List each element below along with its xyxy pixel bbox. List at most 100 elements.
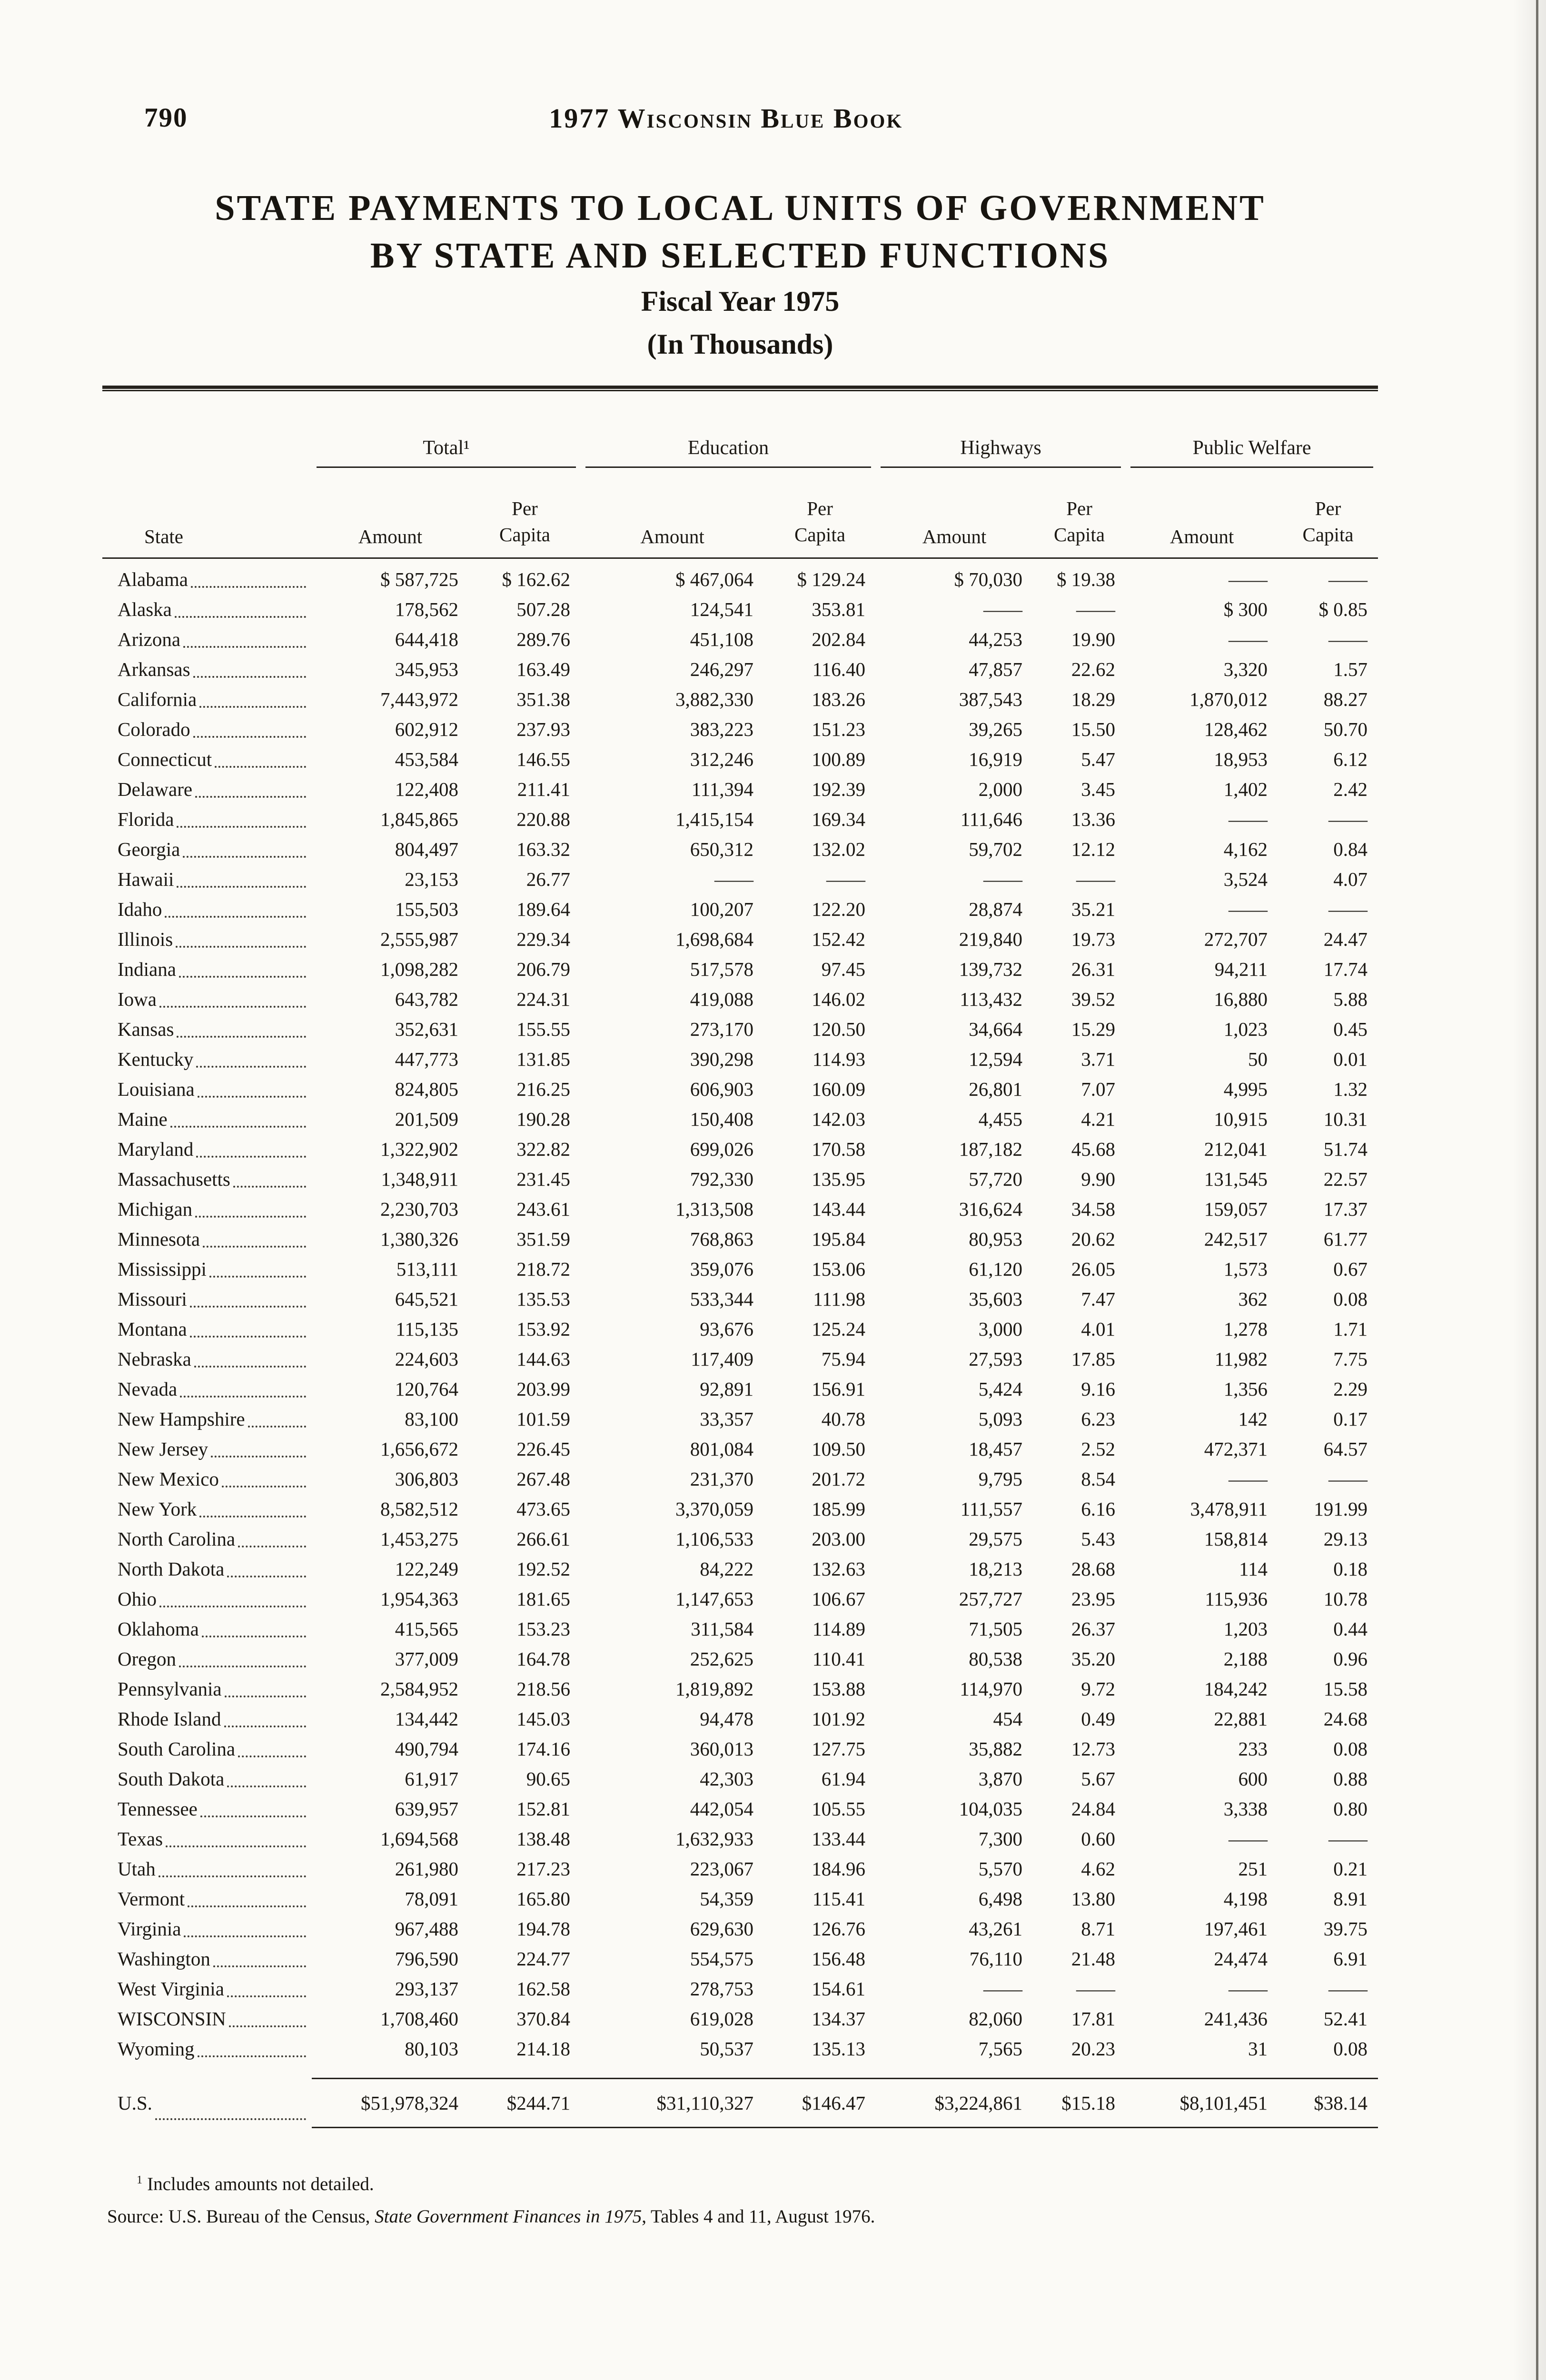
value-cell: 9,795 (978, 1468, 1023, 1490)
dotted-leader (228, 2025, 306, 2028)
scan-edge-shadow (1513, 0, 1546, 2380)
value-cell: —— (1229, 628, 1268, 651)
value-cell: 229.34 (516, 928, 571, 951)
state-name-cell: Delaware (102, 774, 312, 804)
dotted-leader (159, 1006, 306, 1008)
value-cell: $ 70,030 (954, 568, 1023, 591)
value-cell: 224,603 (395, 1348, 458, 1370)
state-name-cell: Rhode Island (102, 1704, 312, 1734)
value-cell: —— (1076, 1978, 1116, 2000)
value-cell: 156.91 (812, 1378, 866, 1400)
value-cell: 78,091 (405, 1888, 458, 1910)
value-cell: 1.71 (1333, 1318, 1368, 1340)
value-cell: 22.57 (1323, 1168, 1368, 1190)
value-cell: 1,106,533 (675, 1528, 754, 1550)
value-cell: 219,840 (959, 928, 1023, 951)
table-row: Colorado 602,912 237.93 383,223 151.23 39,265… (102, 714, 1378, 744)
dotted-leader (197, 2055, 306, 2058)
dotted-leader (238, 1546, 306, 1548)
dotted-leader (190, 586, 306, 588)
value-cell: 792,330 (690, 1168, 754, 1190)
value-cell: 370.84 (516, 2008, 571, 2030)
state-name-cell: Florida (102, 804, 312, 834)
value-cell: 31 (1248, 2038, 1268, 2060)
state-name: Montana (118, 1318, 187, 1340)
dotted-leader (224, 1696, 306, 1698)
state-name: Illinois (118, 928, 173, 951)
value-cell: 2,230,703 (380, 1198, 458, 1220)
value-cell: 150,408 (690, 1108, 754, 1130)
value-cell: 192.39 (812, 778, 866, 801)
table-row: Michigan 2,230,703 243.61 1,313,508 143.44 31… (102, 1194, 1378, 1224)
value-cell: 8.91 (1333, 1888, 1368, 1910)
state-name-cell: Maryland (102, 1134, 312, 1164)
value-cell: 4.01 (1081, 1318, 1116, 1340)
state-name-cell: West Virginia (102, 1974, 312, 2004)
us-total-value-cell: $15.18 (1033, 2077, 1126, 2128)
value-cell: 104,035 (959, 1798, 1023, 1820)
state-name-cell: Kentucky (102, 1044, 312, 1074)
value-cell: 231.45 (516, 1168, 571, 1190)
state-name: Kentucky (118, 1048, 194, 1071)
value-cell: 12.73 (1071, 1738, 1116, 1760)
value-cell: 28,874 (969, 898, 1023, 921)
value-cell: 7.47 (1081, 1288, 1116, 1310)
column-header-total-per-capita: Per Capita (469, 467, 581, 559)
state-name-cell: Colorado (102, 714, 312, 744)
value-cell: 76,110 (969, 1948, 1023, 1970)
value-cell: 35.20 (1071, 1648, 1116, 1670)
value-cell: 2.42 (1333, 778, 1368, 801)
value-cell: 26.31 (1071, 958, 1116, 981)
value-cell: —— (1076, 598, 1116, 621)
value-cell: 211.41 (517, 778, 571, 801)
value-cell: —— (1229, 1828, 1268, 1850)
dotted-leader (238, 1755, 306, 1758)
state-name-cell: Vermont (102, 1884, 312, 1914)
value-cell: 447,773 (395, 1048, 458, 1071)
value-cell: 233 (1238, 1738, 1268, 1760)
value-cell: 35.21 (1071, 898, 1116, 921)
value-cell: 133.44 (812, 1828, 866, 1850)
value-cell: 289.76 (516, 628, 571, 651)
table-row: Nevada 120,764 203.99 92,891 156.91 5,424 9.16… (102, 1374, 1378, 1404)
group-header-total: Total¹ (312, 391, 581, 468)
value-cell: 554,575 (690, 1948, 754, 1970)
value-cell: 1,656,672 (380, 1438, 458, 1460)
table-row: Missouri 645,521 135.53 533,344 111.98 35,603… (102, 1284, 1378, 1314)
state-name-cell: Louisiana (102, 1074, 312, 1104)
value-cell: 178,562 (395, 598, 458, 621)
value-cell: 533,344 (690, 1288, 754, 1310)
value-cell: 1,415,154 (675, 808, 754, 831)
dotted-leader (196, 1066, 306, 1068)
value-cell: 390,298 (690, 1048, 754, 1071)
state-name: Hawaii (118, 868, 174, 891)
value-cell: 139,732 (959, 958, 1023, 981)
table-title-line2: BY STATE AND SELECTED FUNCTIONS (370, 236, 1110, 276)
dotted-leader (195, 1216, 306, 1218)
column-header-welfare-per-capita: Per Capita (1278, 467, 1378, 559)
table-row: Oklahoma 415,565 153.23 311,584 114.89 71,505… (102, 1614, 1378, 1644)
group-header-spacer (102, 391, 312, 468)
value-cell: 59,702 (969, 838, 1023, 861)
value-cell: 125.24 (812, 1318, 866, 1340)
value-cell: 92,891 (700, 1378, 754, 1400)
footnote-text: Includes amounts not detailed. (147, 2173, 374, 2194)
value-cell: 1,356 (1223, 1378, 1268, 1400)
value-cell: 43,261 (969, 1918, 1023, 1940)
page-number: 790 (144, 103, 188, 133)
dotted-leader (194, 1366, 306, 1368)
state-name-cell: New Hampshire (102, 1404, 312, 1434)
value-cell: 158,814 (1204, 1528, 1268, 1550)
value-cell: 517,578 (690, 958, 754, 981)
us-total-value-cell: $244.71 (469, 2077, 581, 2128)
state-name-cell: California (102, 684, 312, 714)
fiscal-year: Fiscal Year 1975 (641, 285, 840, 317)
value-cell: 28.68 (1071, 1558, 1116, 1580)
value-cell: 57,720 (969, 1168, 1023, 1190)
state-name-cell: Ohio (102, 1584, 312, 1614)
column-header-welfare-amount: Amount (1126, 467, 1278, 559)
value-cell: 9.16 (1081, 1378, 1116, 1400)
dotted-leader (180, 1396, 306, 1398)
value-cell: 184,242 (1204, 1678, 1268, 1700)
value-cell: 387,543 (959, 688, 1023, 711)
